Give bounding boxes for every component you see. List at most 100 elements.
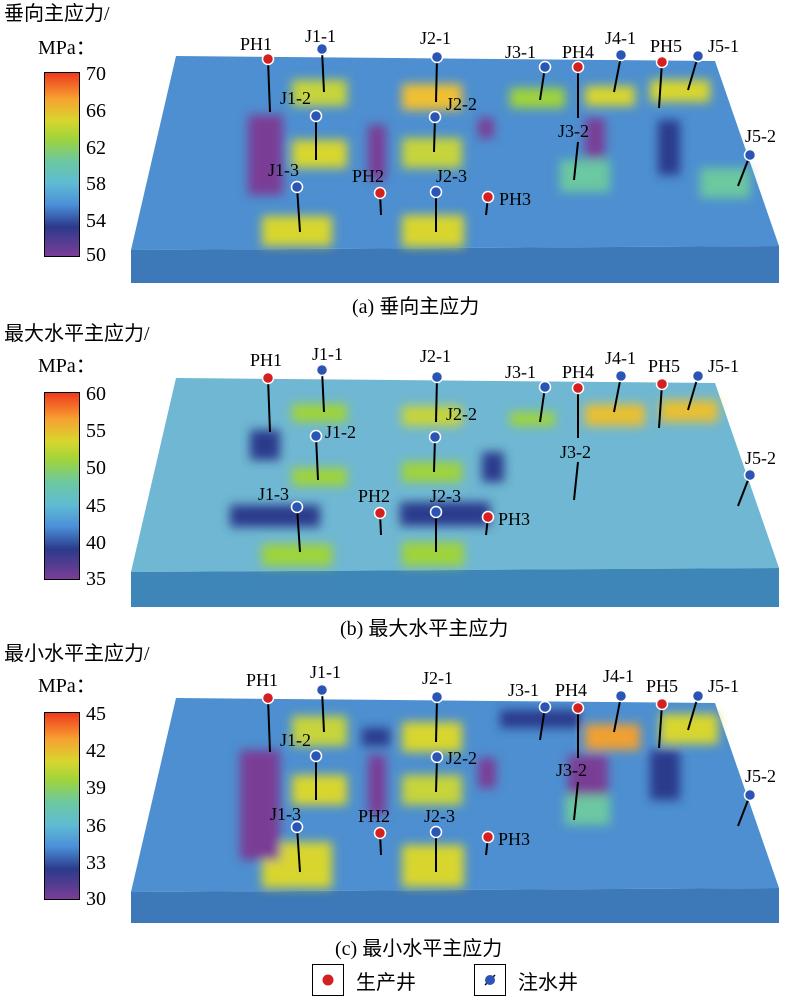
legend-injector: 注水井 bbox=[474, 962, 578, 998]
well-labels: PH1 J1-1 J2-1 J3-1 PH4 J4-1 PH5 J5-1 J1-… bbox=[246, 662, 776, 849]
label-PH4: PH4 bbox=[562, 42, 594, 62]
label-J2-3: J2-3 bbox=[430, 486, 461, 506]
label-J2-2: J2-2 bbox=[446, 404, 477, 424]
colorbar-tick: 35 bbox=[86, 568, 106, 590]
label-PH1: PH1 bbox=[240, 34, 272, 54]
block-front-face bbox=[131, 568, 779, 607]
block-front-face bbox=[131, 246, 779, 283]
label-J2-2: J2-2 bbox=[446, 94, 477, 114]
label-J4-1: J4-1 bbox=[605, 28, 636, 48]
label-J1-2: J1-2 bbox=[280, 730, 311, 750]
label-J2-3: J2-3 bbox=[424, 806, 455, 826]
colorbar-tick: 36 bbox=[86, 815, 106, 837]
label-PH2: PH2 bbox=[358, 486, 390, 506]
colorbar-tick: 58 bbox=[86, 173, 106, 195]
colorbar-tick: 50 bbox=[86, 244, 106, 266]
panel-caption: (a) 垂向主应力 bbox=[352, 296, 480, 318]
well-markers bbox=[261, 363, 757, 524]
label-J3-2: J3-2 bbox=[556, 760, 587, 780]
colorbar-tick: 70 bbox=[86, 63, 106, 85]
panel-vertical-stress: 垂向主应力/ MPa： 70 66 62 58 54 50 bbox=[0, 0, 789, 325]
colorbar-tick: 60 bbox=[86, 383, 106, 405]
colorbar-tick: 54 bbox=[86, 210, 106, 232]
well-markers bbox=[261, 683, 757, 844]
label-PH2: PH2 bbox=[352, 166, 384, 186]
label-PH5: PH5 bbox=[646, 676, 678, 696]
label-PH3: PH3 bbox=[498, 829, 530, 849]
colorbar-tick: 42 bbox=[86, 740, 106, 762]
legend-unit: MPa： bbox=[38, 355, 96, 377]
label-J5-2: J5-2 bbox=[745, 448, 776, 468]
well-labels: PH1 J1-1 J2-1 J3-1 PH4 J4-1 PH5 J5-1 J2-… bbox=[250, 344, 776, 529]
stress-block-3d bbox=[131, 689, 779, 923]
label-J3-1: J3-1 bbox=[505, 42, 536, 62]
panel-min-horizontal-stress: 最小水平主应力/ MPa： 45 42 39 36 33 30 bbox=[0, 640, 789, 960]
colorbar-tick: 40 bbox=[86, 532, 106, 554]
label-J2-1: J2-1 bbox=[422, 668, 453, 688]
label-PH4: PH4 bbox=[555, 680, 587, 700]
well-markers bbox=[261, 42, 757, 204]
legend-producer: 生产井 bbox=[312, 962, 416, 998]
well-labels: PH1 J1-1 J2-1 J3-1 PH4 J4-1 PH5 J5-1 J1-… bbox=[240, 26, 776, 209]
colorbar-tick: 55 bbox=[86, 420, 106, 442]
label-J1-1: J1-1 bbox=[305, 26, 336, 46]
producer-well-icon bbox=[312, 964, 344, 996]
label-J1-1: J1-1 bbox=[310, 662, 341, 682]
stress-highlights bbox=[230, 400, 718, 566]
injector-label: 注水井 bbox=[518, 971, 578, 994]
well-stems bbox=[267, 49, 751, 233]
label-PH5: PH5 bbox=[650, 36, 682, 56]
colorbar bbox=[44, 72, 80, 257]
panel-max-horizontal-stress: 最大水平主应力/ MPa： 60 55 50 45 40 35 bbox=[0, 320, 789, 640]
label-PH1: PH1 bbox=[250, 350, 282, 370]
label-J2-1: J2-1 bbox=[420, 346, 451, 366]
colorbar-tick: 30 bbox=[86, 888, 106, 910]
block-front-face bbox=[131, 888, 779, 923]
stress-block-3d bbox=[131, 369, 779, 607]
colorbar-tick: 33 bbox=[86, 852, 106, 874]
label-J1-2: J1-2 bbox=[280, 88, 311, 108]
legend-unit: MPa： bbox=[38, 675, 96, 697]
label-J2-3: J2-3 bbox=[436, 166, 467, 186]
legend-title: 垂向主应力/ bbox=[4, 3, 110, 25]
colorbar-tick: 62 bbox=[86, 137, 106, 159]
colorbar-tick: 45 bbox=[86, 703, 106, 725]
legend-title: 最大水平主应力/ bbox=[4, 323, 150, 345]
label-J5-1: J5-1 bbox=[708, 36, 739, 56]
label-PH3: PH3 bbox=[499, 189, 531, 209]
well-stems bbox=[267, 369, 751, 553]
colorbar bbox=[44, 392, 80, 580]
label-J5-2: J5-2 bbox=[745, 126, 776, 146]
label-J3-2: J3-2 bbox=[560, 442, 591, 462]
injector-well-icon bbox=[474, 964, 506, 996]
label-J3-1: J3-1 bbox=[505, 362, 536, 382]
panel-caption: (b) 最大水平主应力 bbox=[340, 618, 509, 640]
label-J4-1: J4-1 bbox=[603, 666, 634, 686]
label-J5-2: J5-2 bbox=[745, 766, 776, 786]
stress-highlights bbox=[248, 80, 750, 247]
producer-label: 生产井 bbox=[356, 971, 416, 994]
label-PH3: PH3 bbox=[498, 509, 530, 529]
label-J2-2: J2-2 bbox=[446, 748, 477, 768]
label-J5-1: J5-1 bbox=[708, 676, 739, 696]
colorbar-tick: 45 bbox=[86, 495, 106, 517]
label-J2-1: J2-1 bbox=[420, 28, 451, 48]
label-PH2: PH2 bbox=[358, 806, 390, 826]
legend-unit: MPa： bbox=[38, 37, 96, 59]
colorbar-tick: 50 bbox=[86, 457, 106, 479]
stress-block-3d bbox=[131, 49, 779, 283]
label-J1-3: J1-3 bbox=[270, 804, 301, 824]
label-J1-1: J1-1 bbox=[312, 344, 343, 364]
colorbar-tick: 39 bbox=[86, 777, 106, 799]
colorbar-tick: 66 bbox=[86, 100, 106, 122]
label-J1-3: J1-3 bbox=[268, 160, 299, 180]
label-J4-1: J4-1 bbox=[605, 348, 636, 368]
stress-highlights bbox=[240, 710, 718, 888]
label-J3-1: J3-1 bbox=[508, 680, 539, 700]
label-J1-3: J1-3 bbox=[258, 484, 289, 504]
panel-caption: (c) 最小水平主应力 bbox=[335, 938, 503, 960]
label-PH4: PH4 bbox=[562, 362, 594, 382]
label-PH1: PH1 bbox=[246, 670, 278, 690]
label-J3-2: J3-2 bbox=[558, 121, 589, 141]
label-PH5: PH5 bbox=[648, 356, 680, 376]
